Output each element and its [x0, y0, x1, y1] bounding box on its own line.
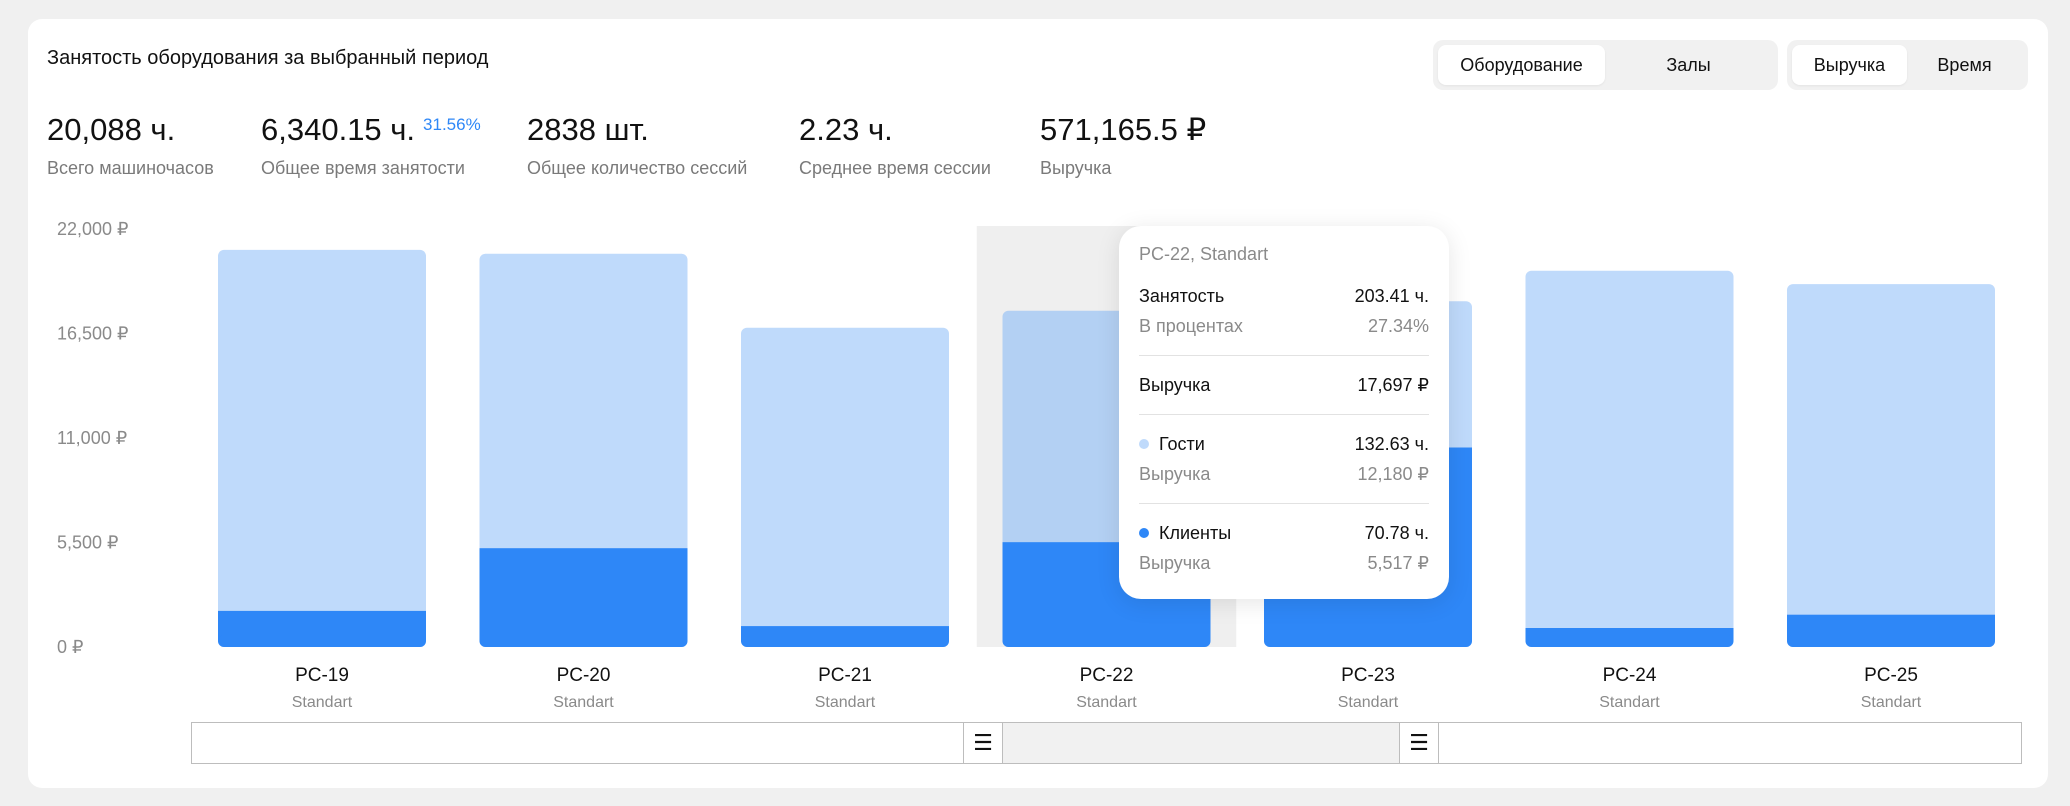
tooltip-value: 12,180 ₽	[1357, 463, 1429, 484]
kpi-revenue: 571,165.5 ₽ Выручка	[1040, 112, 1206, 179]
menu-icon: ☰	[973, 730, 993, 755]
tooltip-label: Выручка	[1139, 374, 1211, 395]
tooltip-row-guests-revenue: Выручка 12,180 ₽	[1139, 459, 1429, 489]
view-segmented-control: Оборудование Залы	[1433, 40, 1778, 90]
x-tick-label: PC-23	[1341, 665, 1395, 686]
tooltip-row-occupancy: Занятость 203.41 ч.	[1139, 281, 1429, 311]
card-title: Занятость оборудования за выбранный пери…	[47, 47, 489, 69]
bar-guests	[741, 327, 949, 647]
tooltip-label: В процентах	[1139, 315, 1243, 336]
kpi-label: Общее время занятости	[261, 158, 465, 178]
tooltip-row-percent: В процентах 27.34%	[1139, 311, 1429, 341]
x-tick-label: PC-24	[1603, 665, 1657, 686]
bar-clients-cap	[1002, 635, 1211, 647]
bar-clients	[479, 548, 688, 641]
tooltip-value: 70.78 ч.	[1364, 522, 1429, 543]
bar-clients-cap	[218, 635, 426, 647]
tooltip-label: Выручка	[1139, 463, 1211, 484]
kpi-value: 2838 шт.	[527, 112, 649, 147]
menu-icon: ☰	[1409, 730, 1429, 755]
tooltip-label: Клиенты	[1159, 522, 1232, 543]
tooltip-row-clients-revenue: Выручка 5,517 ₽	[1139, 548, 1429, 578]
y-tick-label: 16,500 ₽	[57, 324, 129, 344]
segment-time[interactable]: Время	[1937, 54, 1992, 75]
y-tick-label: 11,000 ₽	[57, 428, 127, 448]
clients-legend-dot	[1139, 528, 1149, 538]
kpi-value: 2.23 ч.	[799, 112, 893, 147]
segment-revenue[interactable]: Выручка	[1792, 45, 1907, 85]
kpi-avg-session: 2.23 ч. Среднее время сессии	[799, 112, 991, 179]
tooltip-divider	[1139, 414, 1429, 415]
x-tick-label: PC-20	[557, 665, 611, 686]
y-tick-label: 5,500 ₽	[57, 533, 119, 553]
x-tick-label: PC-22	[1080, 665, 1134, 686]
y-tick-label: 22,000 ₽	[57, 219, 129, 239]
bar-clients-cap	[479, 635, 688, 647]
kpi-value: 20,088 ч.	[47, 112, 176, 147]
bar-guests	[1525, 270, 1734, 647]
kpi-sessions-count: 2838 шт. Общее количество сессий	[527, 112, 747, 179]
x-tick-sublabel: Standart	[292, 694, 353, 711]
scroller-window[interactable]	[1003, 723, 1439, 763]
x-tick-sublabel: Standart	[1338, 694, 1399, 711]
tooltip-divider	[1139, 355, 1429, 356]
bar-clients-cap	[1264, 635, 1472, 647]
kpi-label: Выручка	[1040, 158, 1112, 178]
scroller-left-handle[interactable]: ☰	[963, 723, 1003, 763]
x-tick-sublabel: Standart	[1861, 694, 1922, 711]
x-tick-sublabel: Standart	[815, 694, 876, 711]
kpi-percent-badge: 31.56%	[423, 115, 481, 134]
tooltip-divider	[1139, 503, 1429, 504]
kpi-total-occupancy: 6,340.15 ч. 31.56% Общее время занятости	[261, 112, 481, 179]
bar-clients-cap	[741, 635, 949, 647]
segment-halls[interactable]: Залы	[1666, 54, 1711, 75]
x-tick-sublabel: Standart	[1076, 694, 1137, 711]
x-tick-label: PC-19	[295, 665, 349, 686]
tooltip-label: Занятость	[1139, 285, 1225, 306]
tooltip-value: 17,697 ₽	[1357, 374, 1429, 395]
metric-segmented-control: Выручка Время	[1787, 40, 2028, 90]
kpi-label: Среднее время сессии	[799, 158, 991, 178]
bar-guests	[1787, 284, 1995, 647]
bar-clients-cap	[1787, 635, 1995, 647]
tooltip-row-revenue: Выручка 17,697 ₽	[1139, 370, 1429, 400]
x-tick-sublabel: Standart	[553, 694, 614, 711]
kpi-total-machine-hours: 20,088 ч. Всего машиночасов	[47, 112, 214, 179]
tooltip-header: PC-22, Standart	[1139, 244, 1269, 264]
tooltip-value: 27.34%	[1367, 315, 1429, 336]
x-tick-sublabel: Standart	[1599, 694, 1660, 711]
chart-tooltip: PC-22, Standart Занятость 203.41 ч. В пр…	[1119, 226, 1449, 599]
guests-legend-dot	[1139, 439, 1149, 449]
tooltip-value: 132.63 ч.	[1354, 433, 1429, 454]
scroller-right-handle[interactable]: ☰	[1399, 723, 1439, 763]
kpi-label: Всего машиночасов	[47, 158, 214, 178]
segment-equipment[interactable]: Оборудование	[1438, 45, 1605, 85]
chart-range-scroller[interactable]: ☰ ☰	[191, 722, 2022, 764]
kpi-value: 6,340.15 ч.	[261, 112, 416, 147]
bar-guests	[218, 249, 426, 647]
tooltip-value: 203.41 ч.	[1354, 285, 1429, 306]
tooltip-row-clients: Клиенты 70.78 ч.	[1139, 518, 1429, 548]
kpi-value: 571,165.5 ₽	[1040, 112, 1207, 147]
tooltip-row-guests: Гости 132.63 ч.	[1139, 429, 1429, 459]
tooltip-value: 5,517 ₽	[1367, 552, 1430, 573]
x-tick-label: PC-21	[818, 665, 872, 686]
tooltip-label: Выручка	[1139, 552, 1211, 573]
tooltip-label: Гости	[1159, 433, 1205, 454]
kpi-label: Общее количество сессий	[527, 158, 748, 178]
y-tick-label: 0 ₽	[57, 637, 83, 657]
x-tick-label: PC-25	[1864, 665, 1918, 686]
bar-clients-cap	[1525, 635, 1734, 647]
